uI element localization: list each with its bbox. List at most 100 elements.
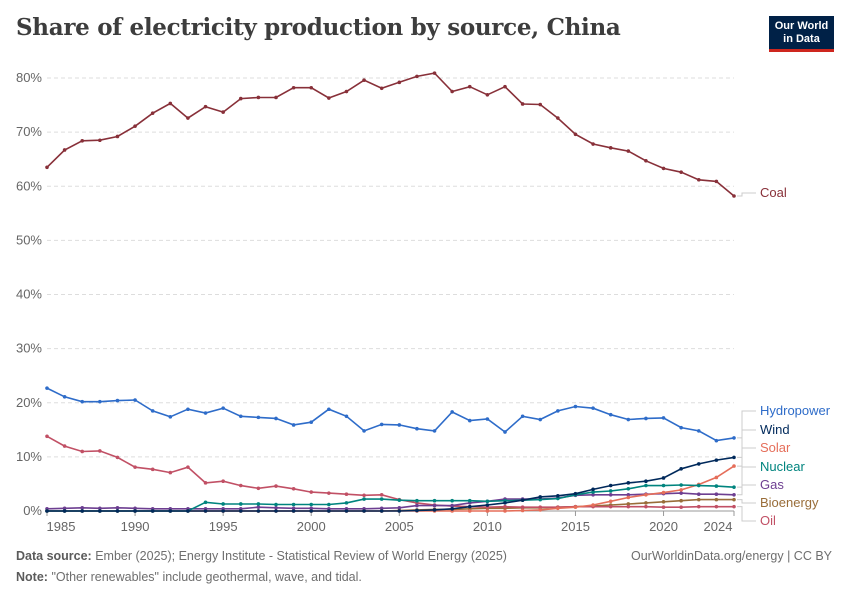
data-point-wind: [256, 509, 261, 513]
data-point-hydropower: [62, 394, 67, 399]
data-point-wind: [485, 503, 490, 507]
data-point-wind: [520, 498, 525, 502]
data-point-nuclear: [644, 483, 648, 488]
data-point-hydropower: [626, 417, 631, 422]
data-point-oil: [344, 492, 349, 497]
data-point-bioenergy: [661, 499, 666, 504]
data-point-nuclear: [415, 498, 419, 503]
data-point-bioenergy: [732, 497, 736, 502]
data-point-hydropower: [291, 423, 296, 427]
data-point-solar: [608, 499, 613, 504]
data-point-oil: [309, 490, 314, 494]
data-point-hydropower: [591, 406, 595, 410]
data-point-oil: [238, 483, 243, 488]
data-point-oil: [379, 492, 384, 497]
data-point-gas: [608, 492, 613, 497]
data-point-oil: [732, 504, 736, 509]
data-point-nuclear: [450, 498, 454, 503]
data-point-solar: [644, 492, 648, 497]
data-point-nuclear: [203, 500, 208, 505]
data-point-oil: [644, 504, 648, 509]
data-point-coal: [80, 138, 85, 143]
y-tick-label: 0%: [23, 503, 42, 518]
y-tick-label: 30%: [16, 341, 42, 356]
data-point-hydropower: [415, 426, 419, 431]
label-connector: [737, 192, 756, 197]
data-point-hydropower: [168, 415, 173, 419]
data-point-wind: [626, 481, 631, 485]
data-point-coal: [556, 116, 560, 120]
y-tick-label: 20%: [16, 395, 42, 410]
data-point-wind: [221, 509, 225, 513]
data-point-oil: [714, 504, 719, 509]
data-point-wind: [168, 509, 173, 513]
data-point-wind: [467, 504, 472, 509]
credit-link[interactable]: OurWorldinData.org/energy | CC BY: [630, 549, 832, 563]
data-point-solar: [626, 495, 631, 500]
data-point-bioenergy: [696, 497, 701, 502]
x-tick-label: 1985: [47, 519, 76, 534]
data-point-oil: [80, 449, 85, 454]
data-point-wind: [150, 509, 155, 513]
data-point-coal: [186, 116, 190, 120]
data-point-oil: [520, 505, 525, 510]
data-point-gas: [379, 506, 384, 511]
data-point-nuclear: [274, 502, 278, 507]
data-point-wind: [133, 509, 137, 513]
data-point-wind: [362, 509, 366, 513]
data-point-hydropower: [644, 416, 648, 421]
data-point-coal: [238, 96, 243, 101]
data-point-bioenergy: [644, 501, 648, 505]
data-point-wind: [309, 509, 314, 513]
data-point-nuclear: [696, 483, 701, 488]
data-point-coal: [362, 78, 366, 82]
data-point-nuclear: [608, 489, 613, 493]
data-point-coal: [485, 92, 490, 97]
data-point-hydropower: [362, 429, 366, 433]
data-point-oil: [538, 505, 543, 510]
series-label-coal: Coal: [760, 185, 787, 200]
data-point-oil: [62, 444, 67, 448]
data-point-bioenergy: [626, 502, 631, 506]
data-point-wind: [573, 491, 578, 496]
source-label: Data source:: [16, 549, 92, 563]
note-label: Note:: [16, 570, 48, 584]
data-point-nuclear: [221, 502, 225, 506]
label-connector: [737, 484, 756, 496]
data-point-coal: [591, 142, 595, 146]
data-point-wind: [274, 509, 278, 513]
data-point-coal: [432, 71, 437, 75]
data-point-hydropower: [732, 436, 736, 440]
data-point-bioenergy: [679, 498, 683, 503]
data-point-oil: [45, 434, 49, 439]
data-point-wind: [644, 479, 648, 484]
data-point-hydropower: [80, 399, 85, 404]
data-point-hydropower: [397, 423, 402, 427]
data-point-nuclear: [327, 502, 331, 507]
data-point-oil: [168, 470, 173, 475]
data-point-hydropower: [520, 414, 525, 419]
data-point-hydropower: [573, 404, 578, 409]
data-point-coal: [573, 132, 578, 137]
data-point-coal: [168, 101, 173, 106]
data-point-hydropower: [538, 417, 543, 422]
data-point-oil: [115, 455, 120, 460]
data-point-nuclear: [591, 490, 595, 494]
series-label-bioenergy: Bioenergy: [760, 495, 819, 510]
data-point-gas: [291, 506, 296, 511]
data-point-solar: [714, 475, 719, 480]
data-point-solar: [467, 509, 472, 513]
data-point-wind: [327, 509, 331, 513]
data-point-solar: [732, 464, 736, 468]
data-point-coal: [133, 124, 137, 128]
y-tick-label: 70%: [16, 124, 42, 139]
owid-logo[interactable]: Our World in Data: [769, 16, 834, 52]
data-point-wind: [432, 508, 437, 512]
data-point-gas: [450, 503, 454, 508]
series-line-wind: [47, 456, 735, 512]
data-point-solar: [679, 488, 683, 492]
data-point-gas: [80, 505, 85, 510]
data-point-coal: [415, 74, 419, 79]
